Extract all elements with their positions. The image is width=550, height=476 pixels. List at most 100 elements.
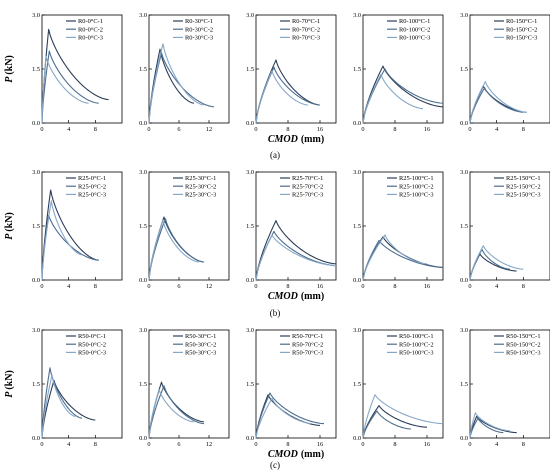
x-tick-label: 8 [286, 283, 289, 290]
y-tick-label: 3.0 [246, 12, 254, 19]
legend-entry: R50-150°C-2 [506, 341, 541, 348]
legend-entry: R0-150°C-3 [506, 35, 537, 42]
row-caption: (a) [270, 150, 280, 160]
chart-panel: 0.0 1.5 3.0 0 6 12 R0-30°C-1R0-30°C-2 R0-30°C-3 [139, 12, 230, 133]
legend-entry: R50-70°C-2 [292, 341, 323, 348]
legend-entry: R25-0°C-1 [78, 175, 106, 182]
legend-entry: R25-30°C-3 [185, 192, 216, 199]
chart-panel: 0.01.53.00 6 12R25-30°C-1R25-30°C-2R25-30°… [139, 169, 230, 290]
y-tick-label: 3.0 [353, 12, 361, 19]
legend: R0-70°C-1R0-70°C-2 R0-70°C-3 [280, 18, 320, 42]
legend-entry: R0-100°C-2 [399, 26, 430, 33]
chart-panel: 0.01.53.00 4 8R50-150°C-1R50-150°C-2R50-15… [460, 327, 550, 448]
x-tick-label: 16 [424, 441, 430, 448]
legend: R0-150°C-1R0-150°C-2 R0-150°C-3 [494, 18, 537, 42]
legend-entry: R25-150°C-3 [506, 192, 541, 199]
series-line [362, 405, 428, 439]
series-line [41, 374, 76, 439]
x-tick-label: 8 [522, 283, 525, 290]
y-tick-label: 3.0 [246, 169, 254, 176]
legend-entry: R25-70°C-1 [292, 175, 323, 182]
x-axis-label: CMOD (mm) [268, 449, 324, 460]
row-caption: (c) [270, 460, 280, 470]
chart-panel: 0.01.53.00 8 16R50-70°C-1R50-70°C-2R50-70°… [246, 327, 337, 448]
series-line [362, 410, 412, 439]
x-tick-label: 8 [522, 441, 525, 448]
y-tick-label: 3.0 [32, 169, 40, 176]
x-tick-label: 6 [177, 283, 180, 290]
legend: R0-30°C-1R0-30°C-2 R0-30°C-3 [173, 18, 213, 42]
legend-entry: R0-30°C-1 [185, 18, 213, 25]
legend-entry: R0-30°C-2 [185, 26, 213, 33]
x-tick-label: 6 [177, 126, 180, 133]
y-tick-label: 1.5 [460, 66, 468, 73]
legend-entry: R50-0°C-2 [78, 341, 106, 348]
legend-entry: R50-30°C-3 [185, 350, 216, 357]
y-tick-label: 0.0 [246, 120, 254, 127]
chart-panel: 0.01.53.00 8 16R25-70°C-1R25-70°C-2R25-70°… [246, 169, 337, 290]
y-tick-label: 3.0 [32, 12, 40, 19]
x-tick-label: 0 [254, 283, 257, 290]
legend-entry: R50-150°C-3 [506, 350, 541, 357]
x-axis-symbol: CMOD [268, 291, 298, 302]
series-line [362, 234, 428, 281]
chart-panel: 0.01.53.00 8 16R0-100°C-1R0-100°C-2R0-100°… [353, 12, 444, 133]
x-axis-unit: (mm) [301, 291, 324, 302]
x-tick-label: 0 [361, 126, 364, 133]
y-axis-unit: (kN) [4, 55, 15, 74]
y-tick-label: 1.5 [32, 381, 40, 388]
x-tick-label: 0 [40, 126, 43, 133]
x-tick-label: 0 [468, 441, 471, 448]
y-tick-label: 1.5 [460, 223, 468, 230]
y-tick-label: 0.0 [460, 120, 468, 127]
series-line [362, 68, 444, 124]
x-tick-label: 0 [254, 126, 257, 133]
x-tick-label: 16 [317, 441, 323, 448]
y-axis-symbol: P [4, 76, 15, 83]
x-tick-label: 0 [468, 126, 471, 133]
y-tick-label: 1.5 [139, 223, 147, 230]
chart-panel: 0.01.53.00 4 8R0-150°C-1R0-150°C-2R0-150°C… [460, 12, 550, 133]
series-line [41, 214, 99, 281]
legend-entry: R25-100°C-3 [399, 192, 434, 199]
legend-entry: R25-30°C-2 [185, 183, 216, 190]
series-line [41, 189, 99, 281]
x-tick-label: 0 [40, 441, 43, 448]
x-tick-label: 16 [424, 283, 430, 290]
series-line [255, 394, 321, 439]
y-tick-label: 3.0 [246, 327, 254, 334]
x-tick-label: 8 [286, 126, 289, 133]
legend-entry: R50-30°C-1 [185, 333, 216, 340]
legend-entry: R0-100°C-3 [399, 35, 430, 42]
chart-panel: 0.0 1.5 3.0 0 8 16 R0-70°C-1R0-70°C-2 R0-70°C-3 [246, 12, 337, 133]
x-axis-symbol: CMOD [268, 134, 298, 145]
series-line [469, 85, 527, 124]
legend-entry: R25-70°C-2 [292, 183, 323, 190]
y-tick-label: 3.0 [139, 12, 147, 19]
chart-panel: 0.01.53.00 4 8R25-150°C-1R25-150°C-2R25-15… [460, 169, 550, 290]
x-axis-unit: (mm) [301, 134, 324, 145]
y-tick-label: 0.0 [353, 435, 361, 442]
x-tick-label: 8 [94, 126, 97, 133]
series-line [255, 220, 337, 281]
y-tick-label: 1.5 [32, 66, 40, 73]
legend: R0-100°C-1R0-100°C-2 R0-100°C-3 [387, 18, 430, 42]
y-axis-symbol: P [4, 391, 15, 398]
series-line [255, 397, 313, 439]
x-tick-label: 16 [424, 126, 430, 133]
y-tick-label: 1.5 [246, 66, 254, 73]
series-line [255, 59, 321, 124]
y-tick-label: 0.0 [139, 435, 147, 442]
series-line [362, 394, 444, 439]
y-tick-label: 0.0 [460, 435, 468, 442]
x-tick-label: 0 [254, 441, 257, 448]
series-line [41, 28, 109, 124]
series-line [148, 43, 205, 124]
series-line [469, 415, 517, 439]
x-tick-label: 0 [40, 283, 43, 290]
legend-entry: R25-150°C-1 [506, 175, 541, 182]
